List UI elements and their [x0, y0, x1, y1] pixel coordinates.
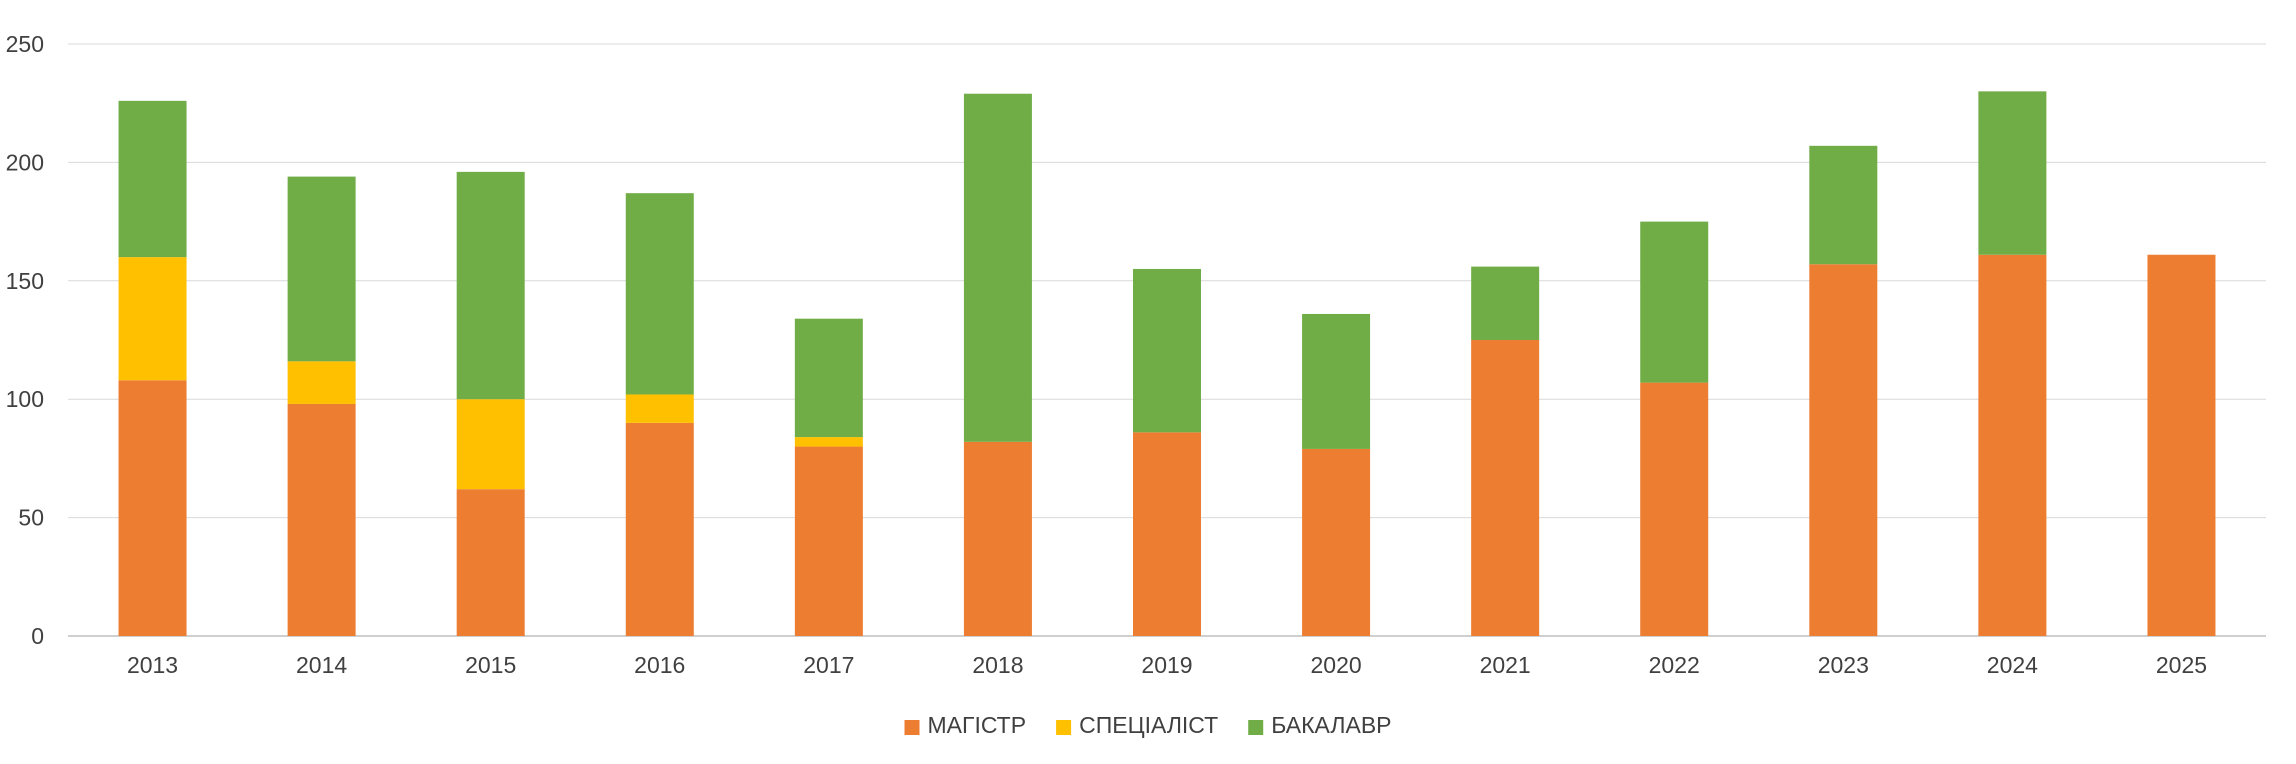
bar-segment	[1133, 268, 1201, 433]
y-tick-label: 100	[6, 386, 44, 412]
legend: МАГІСТР СПЕЦІАЛІСТ БАКАЛАВР	[904, 712, 1392, 738]
y-axis-tick-labels: 0 50 100 150 200 250	[6, 31, 44, 649]
legend-label: СПЕЦІАЛІСТ	[1079, 712, 1218, 738]
bar-segment	[963, 93, 1032, 442]
legend-item: МАГІСТР	[904, 712, 1026, 738]
x-tick-label: 2020	[1310, 652, 1361, 678]
bar-segment	[1302, 313, 1371, 449]
bar-segment	[456, 171, 525, 400]
x-tick-label: 2017	[803, 652, 854, 678]
x-tick-label: 2018	[972, 652, 1023, 678]
x-tick-label: 2022	[1649, 652, 1700, 678]
bar-segment	[1471, 340, 1540, 636]
x-tick-label: 2014	[296, 652, 347, 678]
bar-segment	[625, 394, 694, 423]
bar-segment	[2147, 254, 2216, 636]
x-tick-label: 2016	[634, 652, 685, 678]
bar-segment	[456, 489, 525, 636]
bar-segment	[118, 257, 187, 381]
legend-swatch	[1056, 720, 1072, 735]
bar-segment	[1640, 221, 1709, 383]
bar-segment	[625, 422, 694, 636]
bar-segment	[1640, 382, 1709, 636]
legend-item: БАКАЛАВР	[1248, 712, 1392, 738]
bar-segment	[287, 176, 356, 362]
bar-segment	[287, 361, 356, 404]
y-tick-label: 200	[6, 149, 44, 175]
bar-segment	[794, 437, 863, 447]
x-tick-label: 2021	[1480, 652, 1531, 678]
legend-item: СПЕЦІАЛІСТ	[1056, 712, 1218, 738]
x-axis-tick-labels: 2013 2014 2015 2016 2017 2018 2019 2020 2021 2022…	[127, 652, 2207, 678]
bar-segment	[1978, 254, 2047, 636]
x-tick-label: 2013	[127, 652, 178, 678]
bar-segment	[118, 380, 187, 636]
bar-segment	[794, 446, 863, 636]
legend-swatch	[1248, 720, 1264, 735]
bar-segment	[794, 318, 863, 438]
y-tick-label: 50	[18, 505, 44, 531]
x-tick-label: 2019	[1141, 652, 1192, 678]
y-tick-label: 0	[31, 623, 44, 649]
bar-segment	[1302, 448, 1371, 636]
x-tick-label: 2015	[465, 652, 516, 678]
x-tick-label: 2023	[1818, 652, 1869, 678]
bar-segment	[1809, 145, 1878, 265]
legend-swatch	[904, 720, 920, 735]
bar-segment	[1978, 91, 2047, 255]
bar-segment	[1471, 266, 1540, 340]
y-tick-label: 150	[6, 268, 44, 294]
bar-segment	[118, 100, 187, 258]
x-tick-label: 2025	[2156, 652, 2207, 678]
bars	[118, 91, 2216, 636]
x-tick-label: 2024	[1987, 652, 2038, 678]
legend-label: БАКАЛАВР	[1271, 712, 1391, 738]
bar-segment	[963, 441, 1032, 636]
bar-segment	[1809, 264, 1878, 636]
bar-segment	[625, 193, 694, 395]
bar-segment	[1133, 432, 1201, 636]
bar-segment	[287, 403, 356, 636]
y-tick-label: 250	[6, 31, 44, 57]
bar-segment	[456, 399, 525, 490]
legend-label: МАГІСТР	[927, 712, 1026, 738]
